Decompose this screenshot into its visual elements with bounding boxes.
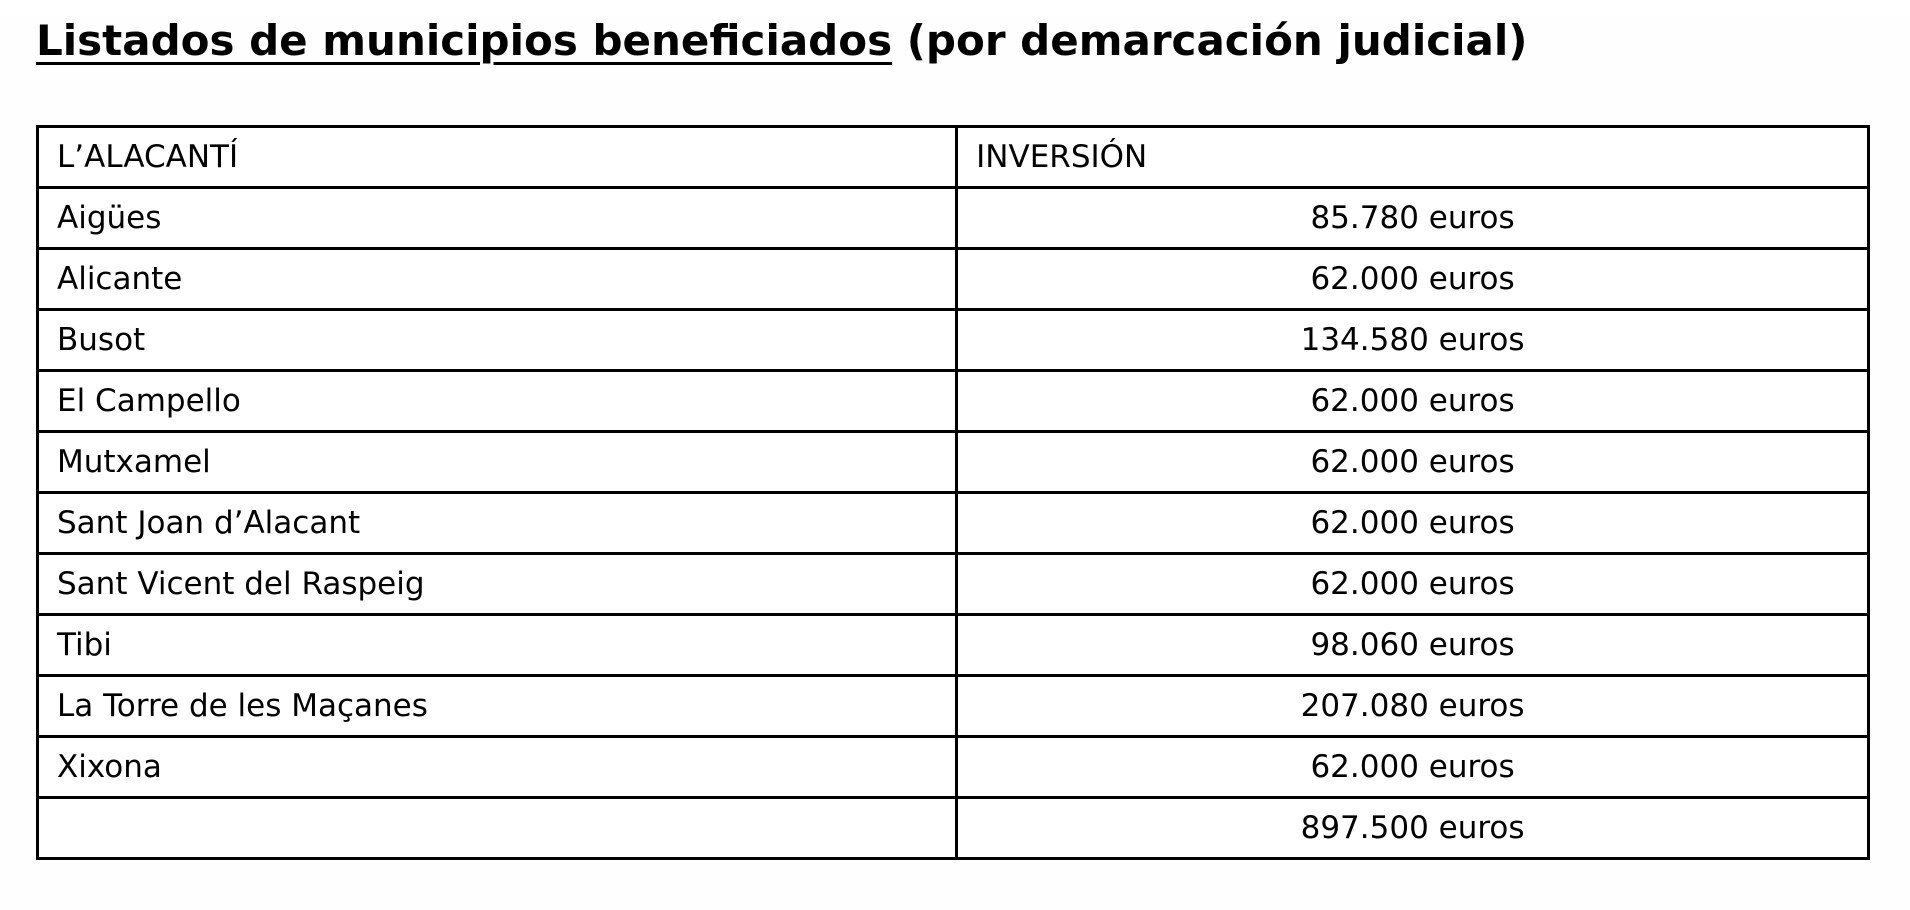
investment-cell: 62.000 euros (955, 552, 1870, 616)
municipality-cell: Tibi (35, 613, 959, 677)
table-row: Xixona 62.000 euros (35, 735, 1870, 799)
investment-cell: 134.580 euros (955, 308, 1870, 372)
header-cell-inversion: INVERSIÓN (955, 125, 1870, 189)
table-row: Aigües 85.780 euros (35, 186, 1870, 250)
municipality-cell: Alicante (35, 247, 959, 311)
table-row: Mutxamel 62.000 euros (35, 430, 1870, 494)
total-municipality-cell (35, 796, 959, 860)
table-row: Alicante 62.000 euros (35, 247, 1870, 311)
investment-cell: 62.000 euros (955, 369, 1870, 433)
municipality-cell: Sant Joan d’Alacant (35, 491, 959, 555)
municipality-cell: Xixona (35, 735, 959, 799)
table-row: Busot 134.580 euros (35, 308, 1870, 372)
total-investment-cell: 897.500 euros (955, 796, 1870, 860)
investment-cell: 62.000 euros (955, 247, 1870, 311)
investment-cell: 98.060 euros (955, 613, 1870, 677)
header-row: L’ALACANTÍ INVERSIÓN (35, 125, 1870, 189)
table-row: Sant Vicent del Raspeig 62.000 euros (35, 552, 1870, 616)
municipios-table: L’ALACANTÍ INVERSIÓN Aigües 85.780 euros A… (35, 125, 1870, 860)
investment-cell: 62.000 euros (955, 491, 1870, 555)
municipality-cell: Mutxamel (35, 430, 959, 494)
municipality-cell: Aigües (35, 186, 959, 250)
document-page: Listados de municipios beneficiados (por… (0, 16, 1910, 910)
municipality-cell: El Campello (35, 369, 959, 433)
municipality-cell: Sant Vicent del Raspeig (35, 552, 959, 616)
table-row: El Campello 62.000 euros (35, 369, 1870, 433)
investment-cell: 62.000 euros (955, 735, 1870, 799)
municipality-cell: La Torre de les Maçanes (35, 674, 959, 738)
investment-cell: 62.000 euros (955, 430, 1870, 494)
page-title: Listados de municipios beneficiados (por… (36, 16, 1910, 65)
table-row: La Torre de les Maçanes 207.080 euros (35, 674, 1870, 738)
investment-cell: 207.080 euros (955, 674, 1870, 738)
table-row: Sant Joan d’Alacant 62.000 euros (35, 491, 1870, 555)
table-row: Tibi 98.060 euros (35, 613, 1870, 677)
investment-cell: 85.780 euros (955, 186, 1870, 250)
page-title-rest: (por demarcación judicial) (892, 16, 1528, 65)
municipality-cell: Busot (35, 308, 959, 372)
page-title-underlined: Listados de municipios beneficiados (36, 16, 893, 65)
total-row: 897.500 euros (35, 796, 1870, 860)
header-cell-demarcacion: L’ALACANTÍ (35, 125, 959, 189)
